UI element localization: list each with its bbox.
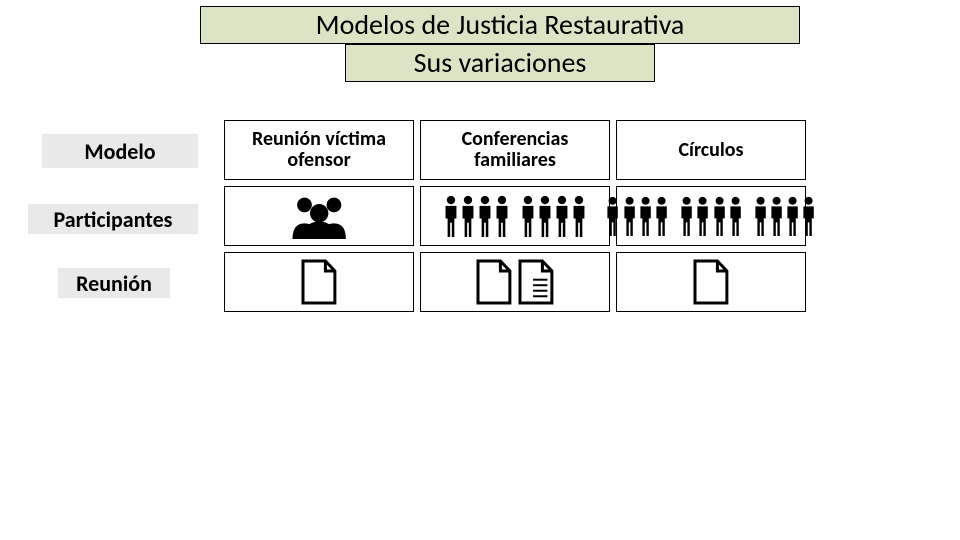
participants-cell-1 (420, 186, 610, 246)
reunion-cell-2 (616, 252, 806, 312)
table-grid: Reunión víctima ofensor Conferencias fam… (224, 120, 806, 312)
row-header-reunion: Reunión (58, 268, 170, 298)
row-header-modelo-text: Modelo (84, 138, 155, 165)
row-header-participantes: Participantes (28, 204, 198, 234)
document-icon (301, 259, 337, 305)
documents-icon (476, 259, 554, 305)
title-line-1: Modelos de Justicia Restaurativa (200, 6, 800, 44)
row-header-modelo: Modelo (42, 134, 198, 168)
people-three-groups-icon (605, 196, 816, 236)
people-trio-icon (287, 193, 351, 239)
row-header-participantes-text: Participantes (54, 206, 173, 233)
people-two-groups-icon (443, 195, 587, 237)
stage: Modelos de Justicia Restaurativa Sus var… (0, 0, 960, 540)
title-line-2-text: Sus variaciones (414, 48, 587, 79)
row-header-reunion-text: Reunión (76, 270, 152, 297)
col-header-2: Círculos (616, 120, 806, 180)
col-header-2-text: Círculos (678, 140, 743, 161)
title-line-2: Sus variaciones (345, 44, 655, 82)
participants-cell-0 (224, 186, 414, 246)
document-icon (693, 259, 729, 305)
col-header-1: Conferencias familiares (420, 120, 610, 180)
title-line-1-text: Modelos de Justicia Restaurativa (316, 10, 685, 41)
reunion-cell-0 (224, 252, 414, 312)
col-header-0: Reunión víctima ofensor (224, 120, 414, 180)
col-header-0-text: Reunión víctima ofensor (229, 129, 409, 171)
col-header-1-text: Conferencias familiares (425, 129, 605, 171)
participants-cell-2 (616, 186, 806, 246)
reunion-cell-1 (420, 252, 610, 312)
